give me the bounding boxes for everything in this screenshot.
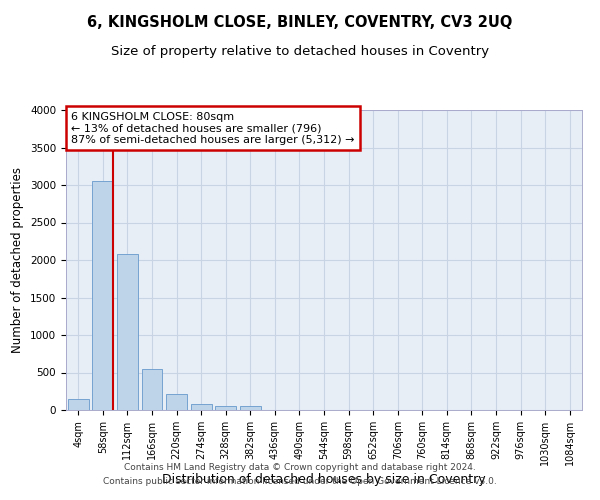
Text: Contains HM Land Registry data © Crown copyright and database right 2024.: Contains HM Land Registry data © Crown c… xyxy=(124,464,476,472)
Bar xyxy=(142,369,163,410)
Bar xyxy=(191,404,212,410)
Bar xyxy=(240,406,261,410)
Text: 6 KINGSHOLM CLOSE: 80sqm
← 13% of detached houses are smaller (796)
87% of semi-: 6 KINGSHOLM CLOSE: 80sqm ← 13% of detach… xyxy=(71,112,355,144)
Y-axis label: Number of detached properties: Number of detached properties xyxy=(11,167,25,353)
Text: Size of property relative to detached houses in Coventry: Size of property relative to detached ho… xyxy=(111,45,489,58)
Text: Contains public sector information licensed under the Open Government Licence v3: Contains public sector information licen… xyxy=(103,477,497,486)
Text: 6, KINGSHOLM CLOSE, BINLEY, COVENTRY, CV3 2UQ: 6, KINGSHOLM CLOSE, BINLEY, COVENTRY, CV… xyxy=(88,15,512,30)
Bar xyxy=(215,406,236,410)
X-axis label: Distribution of detached houses by size in Coventry: Distribution of detached houses by size … xyxy=(162,474,486,486)
Bar xyxy=(92,181,113,410)
Bar xyxy=(68,399,89,410)
Bar xyxy=(166,394,187,410)
Bar xyxy=(117,254,138,410)
